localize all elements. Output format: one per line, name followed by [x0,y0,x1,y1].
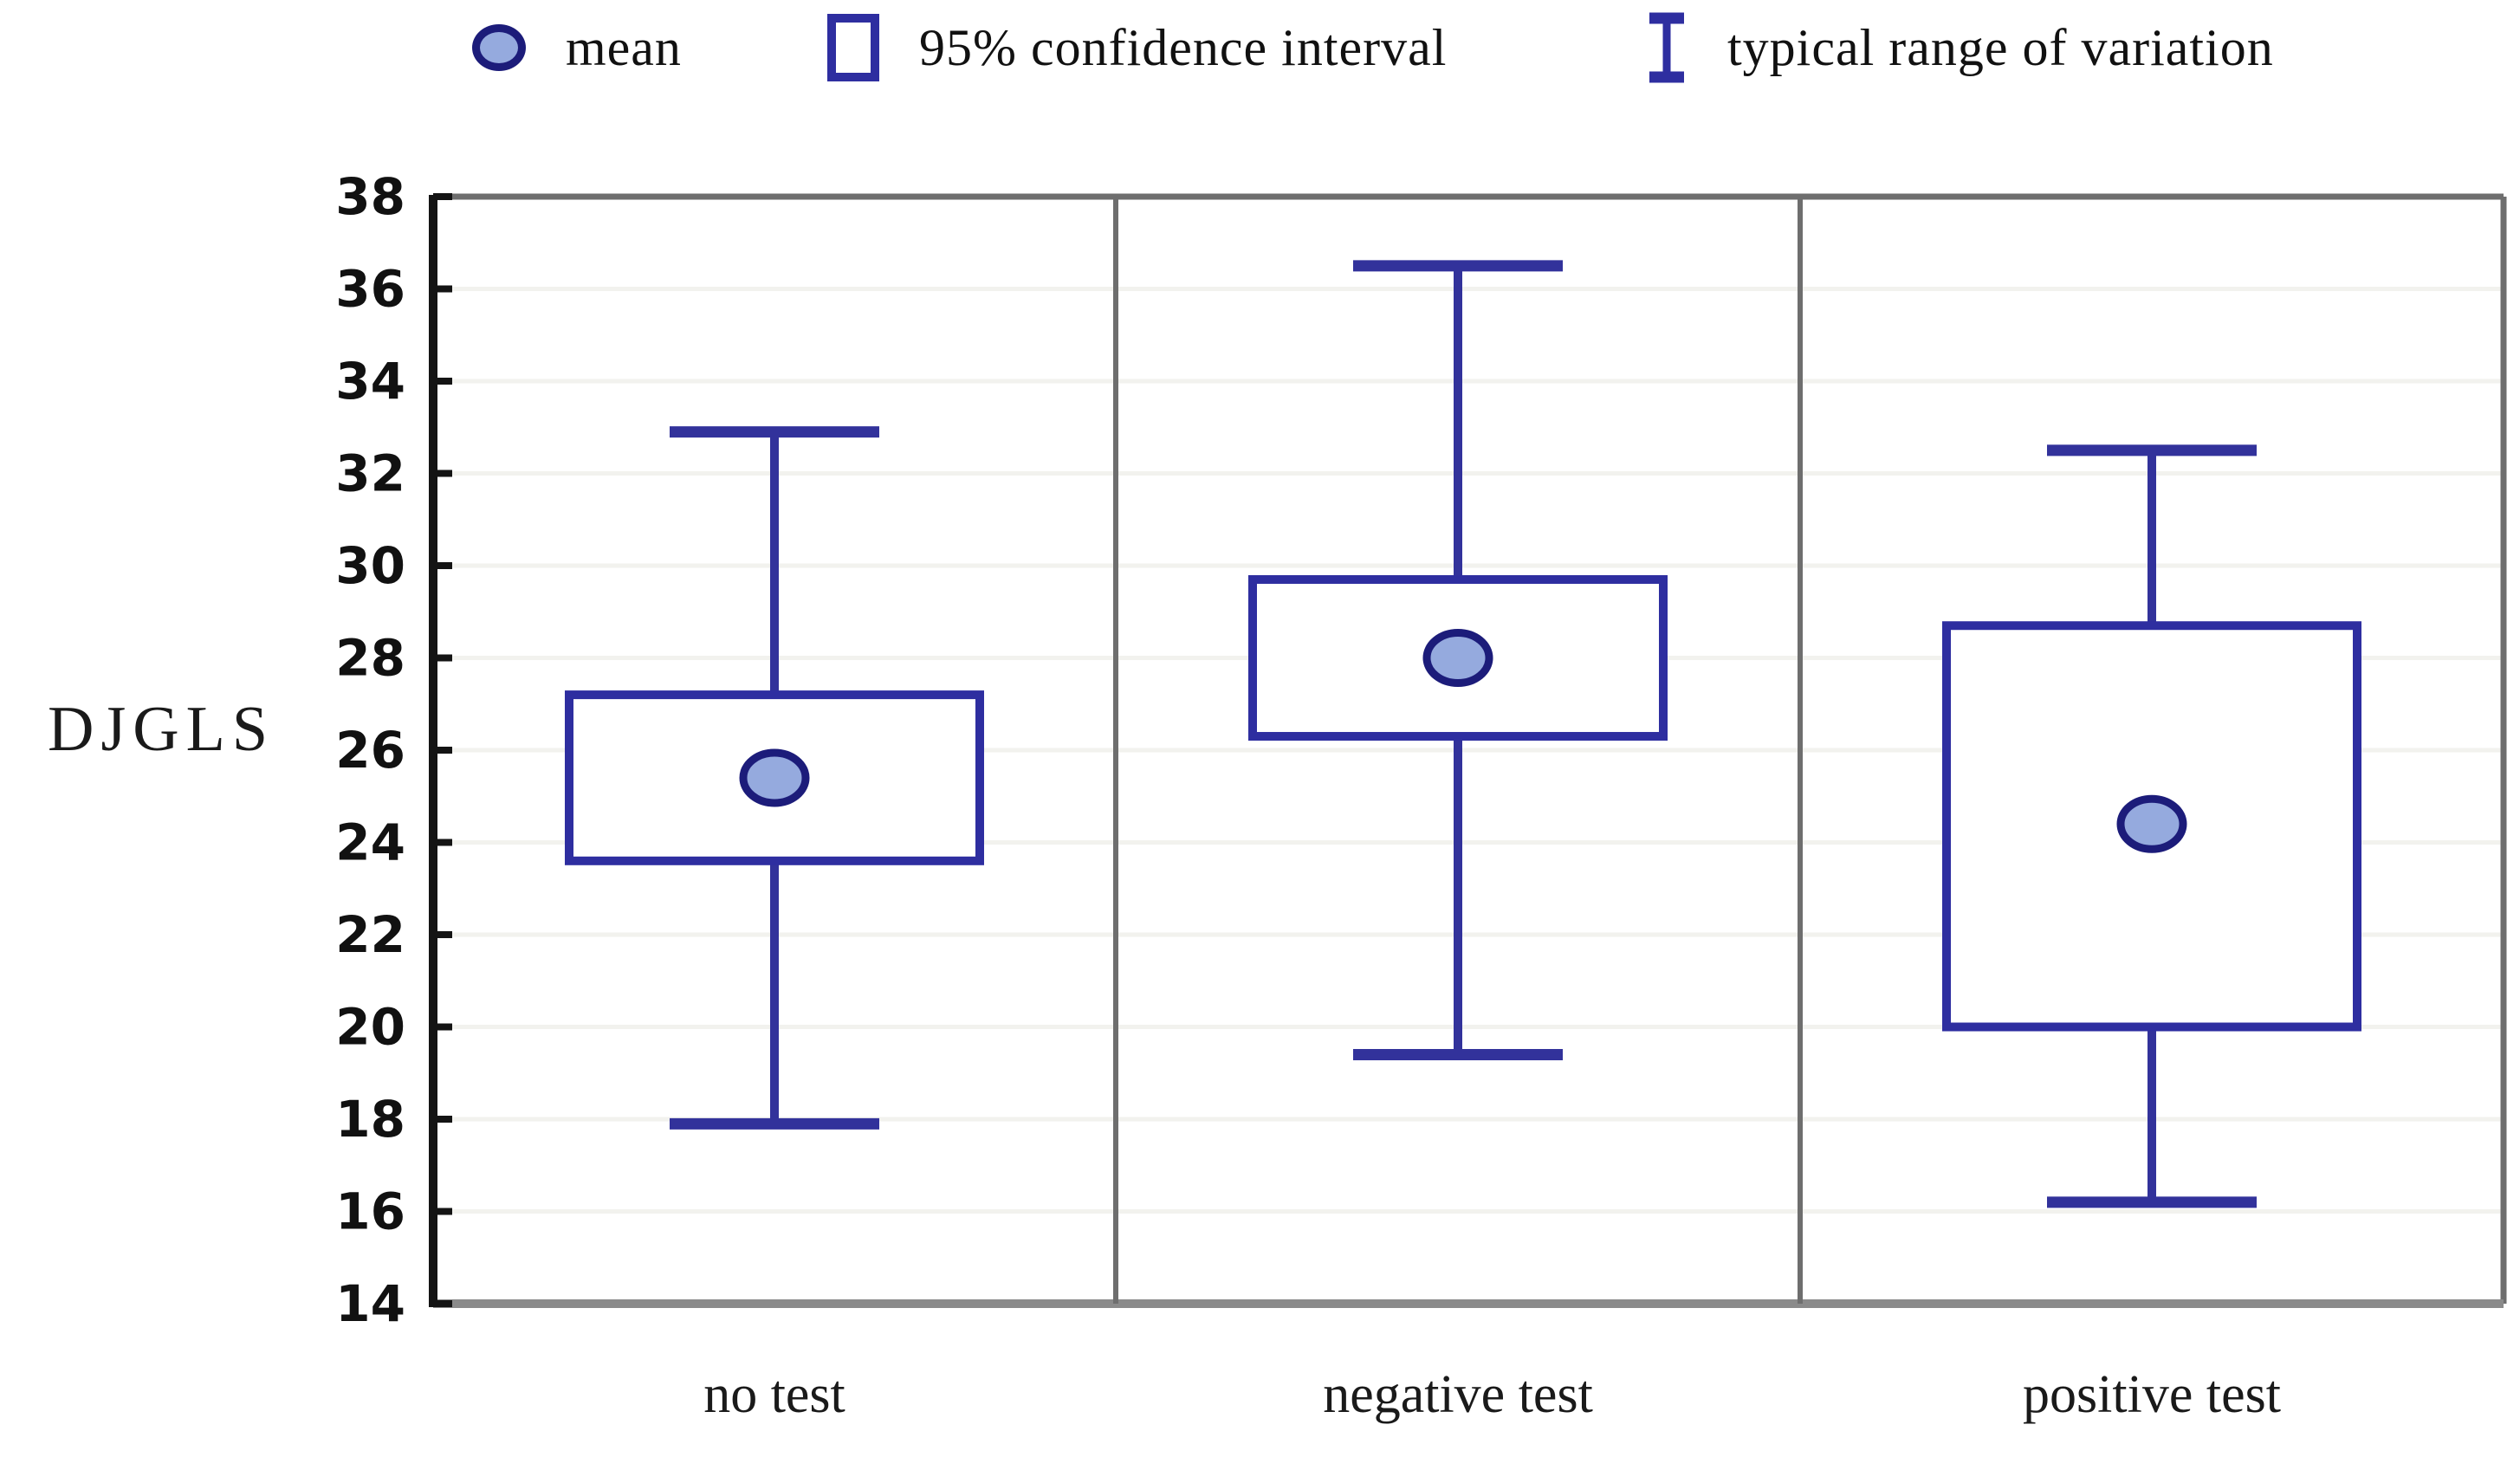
range-whisker-icon [1649,12,1684,83]
y-tick-label-20: 20 [335,998,405,1057]
legend-label-range: typical range of variation [1727,18,2274,76]
confidence-interval-box-icon [827,14,879,81]
category-label-negative-test: negative test [1323,1365,1593,1424]
y-tick-label-30: 30 [335,536,405,595]
legend-item-mean: mean [472,0,682,95]
y-tick-label-28: 28 [335,629,405,688]
legend-label-ci: 95% confidence interval [919,18,1448,76]
mean-marker-negative-test [1422,629,1493,687]
y-tick-label-26: 26 [335,721,405,780]
legend-item-ci: 95% confidence interval [827,0,1447,95]
category-label-no-test: no test [703,1365,845,1424]
legend-label-mean: mean [566,18,682,76]
y-tick-label-34: 34 [335,352,405,411]
y-tick-label-24: 24 [335,813,405,872]
y-tick-label-18: 18 [335,1090,405,1149]
y-tick-label-22: 22 [335,905,405,964]
mean-marker-icon [472,24,526,71]
y-tick-label-38: 38 [335,167,405,226]
y-tick-label-16: 16 [335,1182,405,1241]
mean-marker-positive-test [2116,794,2187,853]
legend: mean 95% confidence interval typical ran… [0,0,2520,95]
y-tick-label-32: 32 [335,444,405,503]
y-tick-label-14: 14 [335,1274,405,1333]
category-label-positive-test: positive test [2023,1365,2281,1424]
y-axis-title: DJGLS [48,694,275,765]
legend-item-range: typical range of variation [1646,0,2274,95]
y-tick-label-36: 36 [335,260,405,319]
mean-marker-no-test [739,748,810,807]
